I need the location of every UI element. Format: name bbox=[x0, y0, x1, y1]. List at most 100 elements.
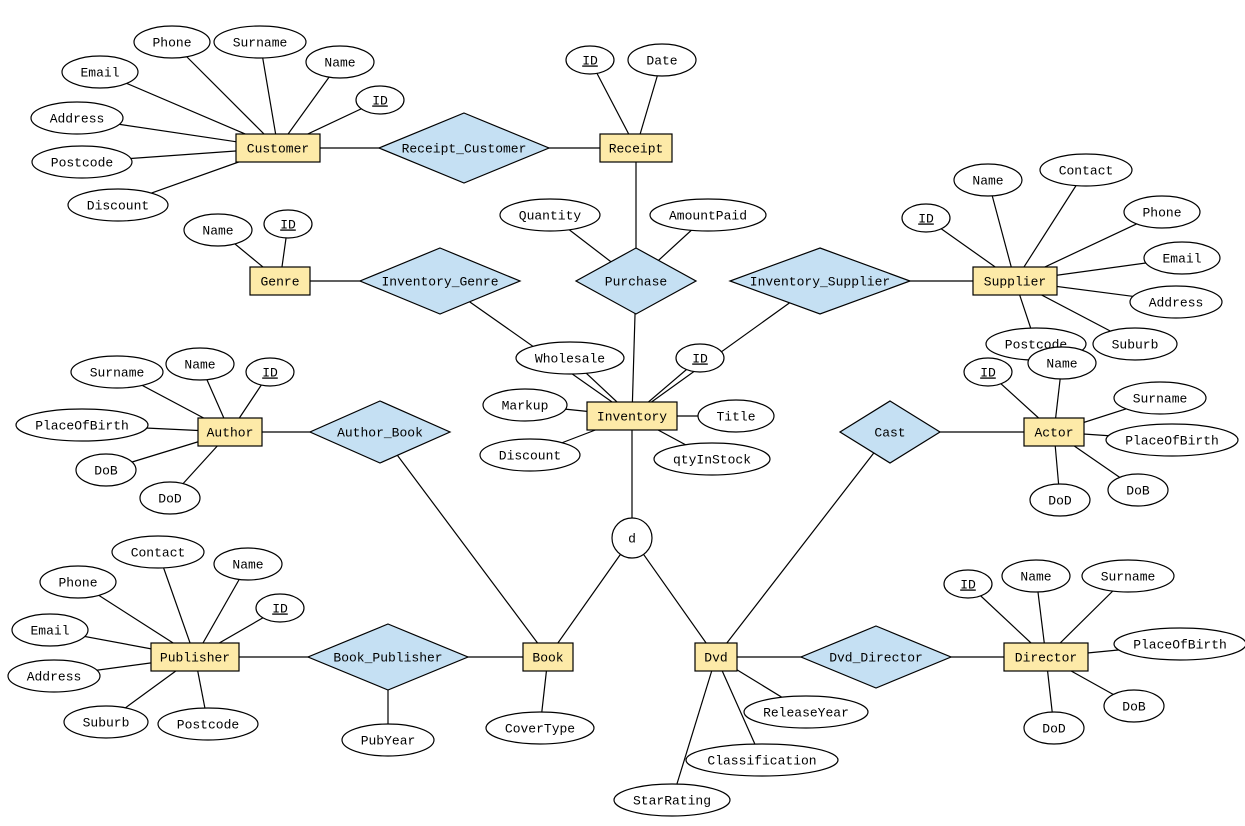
attribute-label: Discount bbox=[499, 448, 561, 463]
attribute-cust_discount: Discount bbox=[68, 189, 168, 221]
attribute-label: Quantity bbox=[519, 208, 582, 223]
attribute-label: Suburb bbox=[1112, 337, 1159, 352]
attribute-rcpt_date: Date bbox=[628, 44, 696, 76]
attribute-cust_surname: Surname bbox=[214, 26, 306, 58]
attribute-pur_quantity: Quantity bbox=[500, 199, 600, 231]
attribute-inv_markup: Markup bbox=[483, 389, 567, 421]
attribute-label: Address bbox=[27, 669, 82, 684]
attribute-dvd_class: Classification bbox=[686, 744, 838, 776]
attribute-cust_address: Address bbox=[31, 102, 123, 134]
attribute-label: Discount bbox=[87, 198, 149, 213]
attribute-label: Name bbox=[972, 173, 1003, 188]
attribute-label: ID bbox=[582, 53, 598, 68]
entity-label: Publisher bbox=[160, 650, 230, 665]
attribute-sup_suburb: Suburb bbox=[1093, 328, 1177, 360]
entity-label: Receipt bbox=[609, 141, 664, 156]
attribute-label: DoD bbox=[158, 491, 182, 506]
entity-receipt: Receipt bbox=[600, 134, 672, 162]
attribute-label: CoverType bbox=[505, 721, 575, 736]
entity-actor: Actor bbox=[1024, 418, 1084, 446]
attribute-sup_address: Address bbox=[1130, 286, 1222, 318]
attribute-label: StarRating bbox=[633, 793, 711, 808]
attribute-dvd_release: ReleaseYear bbox=[744, 696, 868, 728]
relationship-dvd_director: Dvd_Director bbox=[801, 626, 951, 688]
attribute-inv_id: ID bbox=[676, 344, 724, 372]
relationship-purchase: Purchase bbox=[576, 248, 696, 314]
attribute-act_dob: DoB bbox=[1108, 474, 1168, 506]
attribute-label: DoD bbox=[1048, 493, 1072, 508]
entity-inventory: Inventory bbox=[587, 402, 677, 430]
edge bbox=[548, 538, 632, 657]
attribute-auth_surname: Surname bbox=[71, 356, 163, 388]
attribute-label: qtyInStock bbox=[673, 452, 751, 467]
attribute-label: PubYear bbox=[361, 733, 416, 748]
entity-label: Supplier bbox=[984, 274, 1046, 289]
attribute-dir_id: ID bbox=[944, 570, 992, 598]
attribute-label: ID bbox=[692, 351, 708, 366]
attribute-sup_contact: Contact bbox=[1040, 154, 1132, 186]
attribute-dir_dob: DoB bbox=[1104, 690, 1164, 722]
attribute-label: ID bbox=[918, 211, 934, 226]
attribute-label: Name bbox=[324, 55, 355, 70]
entity-label: Director bbox=[1015, 650, 1077, 665]
attribute-act_dod: DoD bbox=[1030, 484, 1090, 516]
edge bbox=[632, 538, 716, 657]
attribute-pub_name: Name bbox=[214, 548, 282, 580]
attribute-label: Classification bbox=[707, 753, 816, 768]
relationship-label: Inventory_Supplier bbox=[750, 274, 890, 289]
relationship-label: Book_Publisher bbox=[333, 650, 442, 665]
attribute-label: Surname bbox=[233, 35, 288, 50]
attribute-genre_name: Name bbox=[184, 214, 252, 246]
attribute-pub_contact: Contact bbox=[112, 536, 204, 568]
attribute-label: Contact bbox=[131, 545, 186, 560]
attribute-label: ID bbox=[262, 365, 278, 380]
entity-book: Book bbox=[523, 643, 573, 671]
relationship-label: Purchase bbox=[605, 274, 667, 289]
attribute-pub_id: ID bbox=[256, 594, 304, 622]
attribute-label: PlaceOfBirth bbox=[35, 418, 129, 433]
attribute-label: DoB bbox=[1122, 699, 1146, 714]
specialization-label: d bbox=[628, 531, 636, 546]
entity-label: Genre bbox=[260, 274, 299, 289]
attribute-pub_suburb: Suburb bbox=[64, 706, 148, 738]
attribute-bp_pubyear: PubYear bbox=[342, 724, 434, 756]
attribute-cust_name: Name bbox=[306, 46, 374, 78]
attribute-label: DoB bbox=[1126, 483, 1150, 498]
attribute-label: Address bbox=[50, 111, 105, 126]
attribute-book_cover: CoverType bbox=[486, 712, 594, 744]
attribute-cust_phone: Phone bbox=[134, 26, 210, 58]
attribute-pub_phone: Phone bbox=[40, 566, 116, 598]
attribute-inv_qty: qtyInStock bbox=[654, 443, 770, 475]
attribute-pur_amount: AmountPaid bbox=[650, 199, 766, 231]
attribute-label: Contact bbox=[1059, 163, 1114, 178]
attribute-label: Address bbox=[1149, 295, 1204, 310]
relationship-receipt_customer: Receipt_Customer bbox=[379, 113, 549, 183]
entity-customer: Customer bbox=[236, 134, 320, 162]
entity-label: Actor bbox=[1034, 425, 1073, 440]
attribute-dir_pob: PlaceOfBirth bbox=[1114, 628, 1245, 660]
attribute-dir_dod: DoD bbox=[1024, 712, 1084, 744]
attribute-label: Phone bbox=[58, 575, 97, 590]
attribute-label: ReleaseYear bbox=[763, 705, 849, 720]
attribute-dvd_star: StarRating bbox=[614, 784, 730, 816]
attribute-genre_id: ID bbox=[264, 210, 312, 238]
attribute-label: Title bbox=[716, 409, 755, 424]
relationship-label: Inventory_Genre bbox=[381, 274, 498, 289]
attribute-label: Markup bbox=[502, 398, 549, 413]
entity-label: Inventory bbox=[597, 409, 667, 424]
attribute-act_id: ID bbox=[964, 358, 1012, 386]
attribute-label: PlaceOfBirth bbox=[1125, 433, 1219, 448]
attribute-auth_dob: DoB bbox=[76, 454, 136, 486]
entity-publisher: Publisher bbox=[151, 643, 239, 671]
attribute-inv_title: Title bbox=[698, 400, 774, 432]
attribute-cust_id: ID bbox=[356, 86, 404, 114]
attribute-rcpt_id: ID bbox=[566, 46, 614, 74]
attribute-label: Email bbox=[30, 623, 69, 638]
attribute-label: Suburb bbox=[83, 715, 130, 730]
attribute-label: DoD bbox=[1042, 721, 1066, 736]
attribute-sup_phone: Phone bbox=[1124, 196, 1200, 228]
attribute-act_pob: PlaceOfBirth bbox=[1106, 424, 1238, 456]
attribute-auth_name: Name bbox=[166, 348, 234, 380]
attribute-label: Email bbox=[1162, 251, 1201, 266]
attribute-label: AmountPaid bbox=[669, 208, 747, 223]
